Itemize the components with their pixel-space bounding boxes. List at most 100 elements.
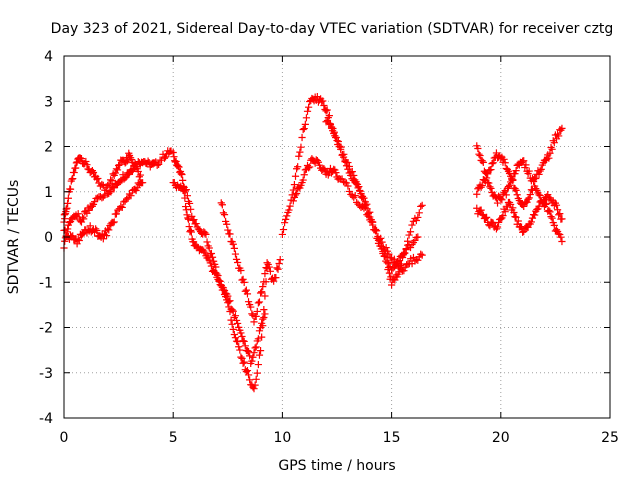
data-point: [208, 253, 217, 261]
data-point: [231, 250, 240, 258]
data-point: [136, 171, 145, 179]
data-point: [522, 161, 530, 169]
data-point: [225, 297, 233, 305]
data-point: [492, 149, 501, 157]
data-point: [407, 255, 415, 263]
data-point: [340, 150, 348, 158]
data-point: [558, 215, 566, 223]
data-point: [80, 215, 88, 223]
data-point: [187, 228, 195, 236]
data-point: [178, 170, 186, 179]
data-point: [306, 163, 314, 171]
data-point: [161, 153, 170, 161]
data-point: [118, 203, 126, 212]
data-point: [66, 218, 75, 226]
data-point: [378, 238, 386, 246]
data-point: [179, 176, 187, 185]
data-point: [297, 143, 305, 151]
data-point: [278, 230, 286, 239]
data-point: [238, 332, 246, 341]
data-point: [393, 259, 401, 267]
data-point: [170, 153, 178, 161]
data-point: [509, 204, 517, 212]
data-point: [292, 189, 301, 198]
data-point: [169, 148, 177, 157]
data-point: [388, 254, 396, 262]
data-point: [289, 197, 297, 205]
data-point: [546, 149, 554, 157]
series-trace-f: [217, 199, 284, 326]
data-point: [94, 174, 102, 183]
y-tick-label: -2: [39, 321, 53, 337]
data-point: [545, 154, 553, 162]
data-point: [555, 211, 563, 219]
data-point: [203, 238, 211, 246]
data-point: [244, 371, 253, 379]
data-point: [99, 235, 107, 243]
data-point: [333, 136, 341, 145]
data-point: [73, 158, 81, 166]
data-point: [261, 310, 269, 318]
data-point: [228, 306, 236, 314]
data-point: [211, 260, 219, 269]
data-point: [234, 319, 242, 328]
data-point: [489, 159, 497, 167]
data-point: [478, 181, 486, 190]
y-tick-label: -1: [39, 275, 53, 291]
data-point: [332, 169, 340, 177]
data-point: [237, 266, 245, 275]
data-layer: [60, 92, 566, 393]
data-point: [205, 256, 213, 264]
data-point: [535, 170, 543, 178]
data-point: [315, 161, 324, 169]
data-point: [521, 163, 529, 172]
data-point: [69, 232, 77, 240]
x-tick-label: 20: [492, 430, 510, 446]
data-point: [256, 289, 265, 297]
data-point: [74, 235, 82, 243]
data-point: [332, 133, 340, 142]
data-point: [491, 193, 499, 201]
data-point: [357, 193, 366, 201]
data-point: [487, 184, 495, 193]
data-point: [342, 162, 351, 170]
data-point: [175, 163, 183, 171]
data-point: [240, 278, 248, 286]
data-point: [276, 256, 284, 264]
data-point: [255, 327, 264, 335]
data-point: [351, 192, 359, 200]
data-point: [539, 199, 547, 207]
data-point: [548, 214, 556, 222]
data-point: [300, 171, 308, 179]
data-point: [377, 234, 385, 242]
data-point: [347, 171, 355, 180]
data-point: [107, 188, 115, 196]
data-point: [300, 124, 308, 133]
data-point: [344, 165, 352, 173]
data-point: [212, 263, 220, 271]
data-point: [294, 163, 302, 171]
y-tick-label: 4: [44, 49, 53, 65]
data-point: [283, 212, 291, 220]
data-point: [74, 210, 82, 218]
data-point: [279, 225, 288, 234]
data-point: [239, 275, 247, 283]
data-point: [260, 313, 268, 322]
data-point: [256, 323, 265, 332]
data-point: [520, 202, 528, 211]
data-point: [224, 292, 232, 300]
data-point: [244, 347, 253, 356]
data-point: [77, 154, 86, 163]
data-point: [528, 186, 537, 194]
data-point: [219, 284, 228, 292]
data-point: [299, 125, 307, 134]
data-point: [136, 179, 145, 187]
data-point: [242, 286, 250, 294]
data-point: [323, 116, 332, 125]
data-point: [202, 230, 210, 238]
data-point: [414, 233, 422, 241]
data-point: [183, 211, 191, 219]
data-point: [543, 200, 551, 208]
